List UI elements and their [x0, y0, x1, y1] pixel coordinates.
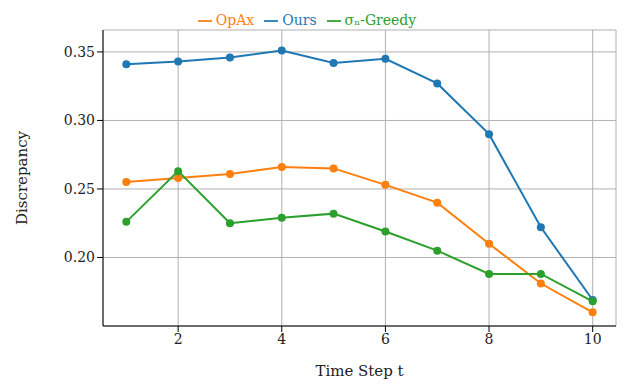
svg-text:Discrepancy: Discrepancy	[13, 130, 31, 225]
svg-text:6: 6	[381, 331, 390, 347]
svg-text:0.30: 0.30	[64, 112, 95, 128]
svg-text:4: 4	[277, 331, 286, 347]
html-text:Ours: Ours	[282, 12, 317, 28]
svg-text:10: 10	[584, 331, 602, 347]
svg-text:0.20: 0.20	[64, 249, 95, 265]
svg-text:0.25: 0.25	[64, 181, 95, 197]
svg-text:0.35: 0.35	[64, 44, 95, 60]
svg-text:8: 8	[485, 331, 494, 347]
html-text:OpAx: OpAx	[215, 12, 255, 28]
svg-text:Time Step t: Time Step t	[315, 362, 403, 380]
html-text:σₙ-Greedy: σₙ-Greedy	[344, 12, 417, 28]
svg-text:2: 2	[174, 331, 183, 347]
